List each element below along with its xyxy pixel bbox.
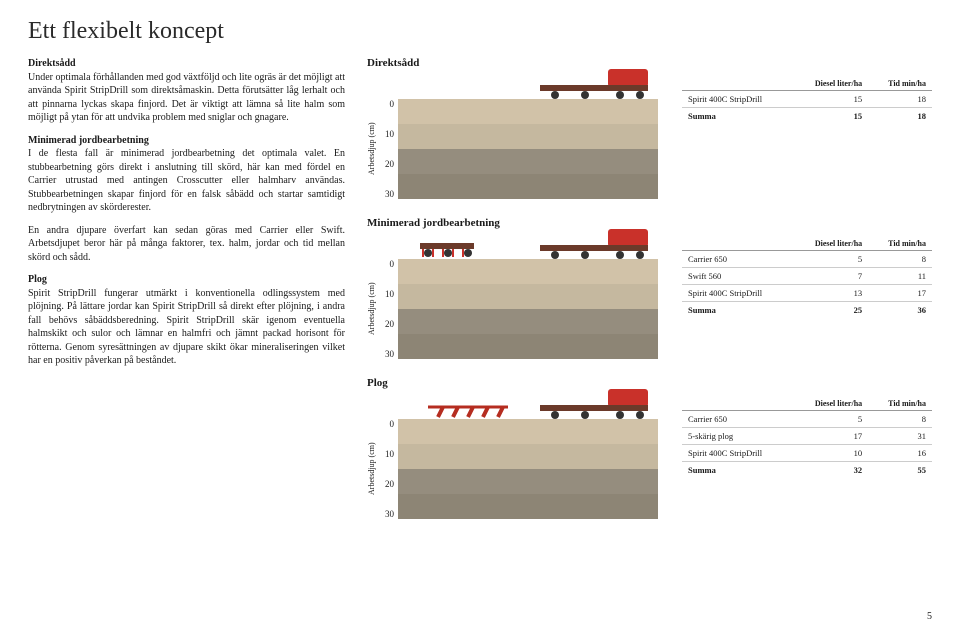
para-minimerad-1: I de flesta fall är minimerad jordbearbe… [28, 147, 345, 215]
table-sum-row: Summa3255 [682, 462, 932, 479]
chart-block-3: Arbetsdjup (cm) 0 10 20 30 Diese [367, 419, 932, 519]
page-number: 5 [927, 611, 932, 622]
table-row: 5-skärig plog1731 [682, 428, 932, 445]
table-body-2: Carrier 65058Swift 560711Spirit 400C Str… [682, 251, 932, 319]
y-axis-label: Arbetsdjup (cm) [367, 99, 376, 199]
para-plog: Spirit StripDrill fungerar utmärkt i kon… [28, 287, 345, 368]
table-sum-row: Summa2536 [682, 302, 932, 319]
chart-title-1: Direktsådd [367, 57, 932, 69]
table-row: Carrier 65058 [682, 411, 932, 428]
soil-profile-2 [398, 259, 658, 359]
chart-block-1: Arbetsdjup (cm) 0 10 20 30 Diesel liter/… [367, 99, 932, 199]
cultivator-icon [418, 235, 478, 259]
y-axis-label: Arbetsdjup (cm) [367, 259, 376, 359]
table-row: Swift 560711 [682, 268, 932, 285]
left-column: Direktsådd Under optimala förhållanden m… [28, 57, 345, 537]
chart-title-3: Plog [367, 377, 932, 389]
data-table-3: Diesel liter/haTid min/ha Carrier 650585… [682, 397, 932, 478]
table-row: Spirit 400C StripDrill1317 [682, 285, 932, 302]
page-title: Ett flexibelt koncept [28, 18, 932, 45]
table-row: Spirit 400C StripDrill1016 [682, 445, 932, 462]
table-row: Spirit 400C StripDrill1518 [682, 91, 932, 108]
right-column: Direktsådd Arbetsdjup (cm) 0 10 20 30 Di… [367, 57, 932, 537]
seed-drill-icon [540, 389, 650, 419]
heading-direktsadd: Direktsådd [28, 57, 345, 71]
chart-block-2: Arbetsdjup (cm) 0 10 20 30 Diese [367, 259, 932, 359]
data-table-1: Diesel liter/haTid min/ha Spirit 400C St… [682, 77, 932, 124]
y-ticks: 0 10 20 30 [380, 259, 394, 359]
y-ticks: 0 10 20 30 [380, 419, 394, 519]
table-row: Carrier 65058 [682, 251, 932, 268]
para-minimerad-2: En andra djupare överfart kan sedan göra… [28, 224, 345, 265]
para-direktsadd: Under optimala förhållanden med god växt… [28, 71, 345, 125]
seed-drill-icon [540, 229, 650, 259]
chart-title-2: Minimerad jordbearbetning [367, 217, 932, 229]
table-body-1: Spirit 400C StripDrill1518Summa1518 [682, 91, 932, 125]
seed-drill-icon [540, 69, 650, 99]
heading-minimerad: Minimerad jordbearbetning [28, 134, 345, 148]
soil-profile-1 [398, 99, 658, 199]
data-table-2: Diesel liter/haTid min/ha Carrier 65058S… [682, 237, 932, 318]
y-axis-label: Arbetsdjup (cm) [367, 419, 376, 519]
soil-profile-3 [398, 419, 658, 519]
table-body-3: Carrier 650585-skärig plog1731Spirit 400… [682, 411, 932, 479]
table-sum-row: Summa1518 [682, 108, 932, 125]
plow-icon [428, 397, 513, 419]
y-ticks: 0 10 20 30 [380, 99, 394, 199]
heading-plog: Plog [28, 273, 345, 287]
